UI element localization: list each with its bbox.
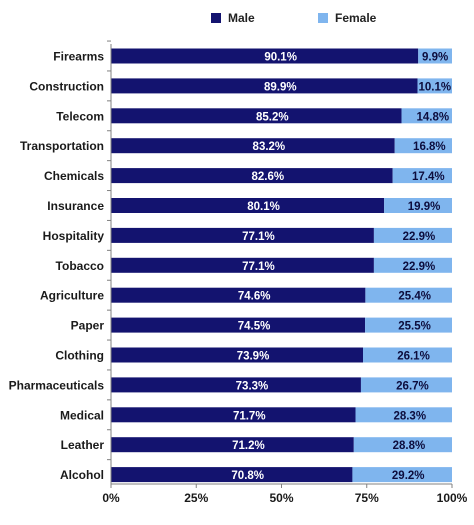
bar-female (362, 347, 452, 363)
data-label-male: 73.9% (237, 351, 270, 363)
bar-female (373, 257, 452, 273)
data-label-male: 89.9% (264, 81, 297, 93)
x-tick-label: 25% (184, 491, 208, 505)
bar-male (111, 257, 374, 273)
bar-female (394, 138, 452, 154)
legend-label-male: Male (228, 11, 255, 25)
category-label: Telecom (56, 109, 104, 123)
data-label-male: 85.2% (256, 111, 289, 123)
data-label-female: 22.9% (403, 231, 436, 243)
data-label-female: 28.3% (393, 410, 426, 422)
data-label-male: 83.2% (253, 141, 286, 153)
data-label-male: 71.7% (233, 410, 266, 422)
data-label-female: 25.5% (398, 321, 431, 333)
x-tick-label: 100% (437, 491, 468, 505)
data-label-female: 16.8% (413, 141, 446, 153)
bar-male (111, 347, 363, 363)
data-label-female: 9.9% (422, 52, 448, 64)
category-label: Alcohol (60, 468, 104, 482)
bar-female (384, 198, 452, 213)
category-label: Agriculture (40, 289, 104, 303)
data-label-female: 29.2% (392, 470, 425, 482)
bar-male (111, 138, 395, 154)
data-label-female: 28.8% (393, 440, 426, 452)
data-label-female: 26.1% (397, 351, 430, 363)
data-label-female: 22.9% (403, 261, 436, 273)
bar-female (365, 287, 452, 303)
legend-label-female: Female (335, 11, 377, 25)
bar-male (111, 467, 353, 483)
data-label-male: 70.8% (231, 470, 264, 482)
bar-male (111, 377, 361, 393)
bar-male (111, 78, 418, 94)
x-tick-label: 0% (102, 491, 120, 505)
bar-male (111, 407, 356, 423)
bar-male (111, 227, 374, 243)
bar-female (417, 78, 452, 94)
bar-female (353, 437, 452, 453)
bar-male (111, 437, 354, 453)
category-label: Leather (61, 438, 105, 452)
category-label: Firearms (53, 50, 104, 64)
bar-male (111, 317, 366, 333)
legend-swatch-male (211, 13, 221, 23)
data-label-male: 71.2% (232, 440, 265, 452)
category-label: Clothing (55, 349, 104, 363)
bar-male (111, 48, 419, 64)
bar-female (373, 227, 452, 243)
category-label: Transportation (20, 139, 104, 153)
data-label-female: 25.4% (398, 291, 431, 303)
data-label-female: 14.8% (416, 111, 449, 123)
bar-female (392, 168, 452, 184)
bar-female (418, 48, 452, 64)
category-label: Pharmaceuticals (9, 378, 105, 392)
legend-swatch-female (318, 13, 328, 23)
bar-male (111, 168, 393, 184)
data-label-male: 82.6% (252, 171, 285, 183)
category-label: Chemicals (44, 169, 104, 183)
data-label-male: 77.1% (242, 231, 275, 243)
data-label-female: 26.7% (396, 380, 429, 392)
bar-female (360, 377, 452, 393)
category-label: Medical (60, 408, 104, 422)
category-label: Insurance (47, 199, 104, 213)
x-tick-label: 50% (269, 491, 293, 505)
data-label-male: 80.1% (247, 201, 280, 213)
category-label: Hospitality (43, 229, 105, 243)
bar-male (111, 198, 385, 213)
category-label: Construction (29, 79, 104, 93)
data-label-female: 17.4% (412, 171, 445, 183)
data-label-female: 19.9% (408, 201, 441, 213)
data-label-male: 74.5% (238, 321, 271, 333)
data-label-male: 90.1% (264, 52, 297, 64)
bar-female (355, 407, 452, 423)
data-label-male: 74.6% (238, 291, 271, 303)
bar-male (111, 287, 366, 303)
bar-female (401, 108, 452, 124)
data-label-female: 10.1% (418, 81, 451, 93)
category-label: Tobacco (56, 259, 104, 273)
data-label-male: 73.3% (236, 380, 269, 392)
bar-female (352, 467, 452, 483)
x-tick-label: 75% (355, 491, 379, 505)
category-label: Paper (71, 319, 105, 333)
bar-female (365, 317, 452, 333)
bar-male (111, 108, 402, 124)
data-label-male: 77.1% (242, 261, 275, 273)
